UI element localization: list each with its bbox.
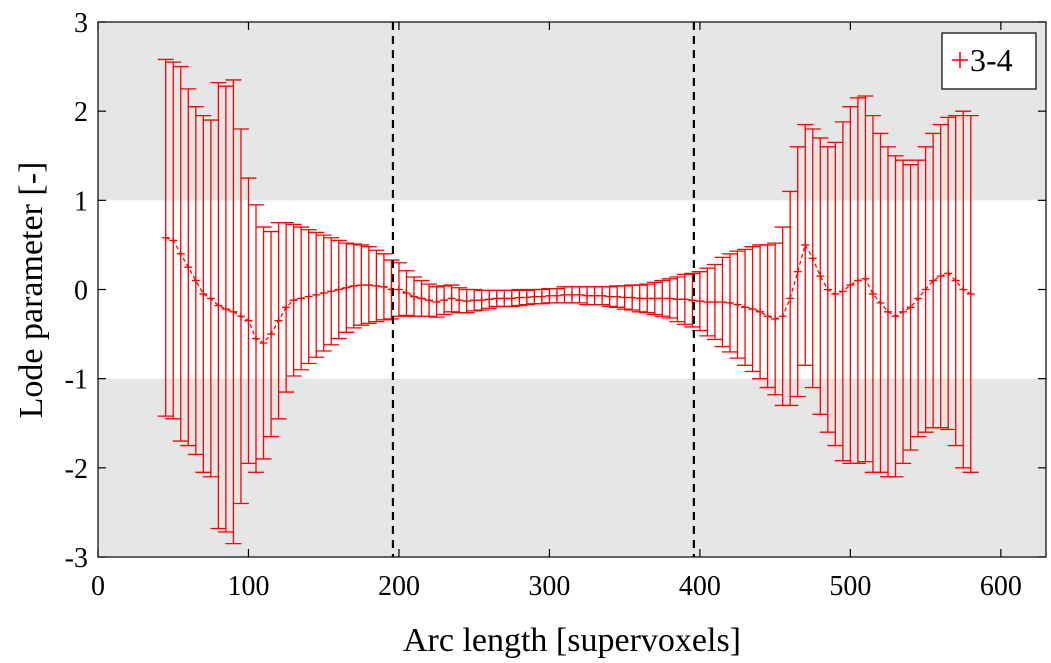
x-tick-label: 500 <box>829 571 871 602</box>
y-tick-label: -2 <box>65 454 88 485</box>
data-point-marker <box>793 267 802 276</box>
data-point-marker <box>951 276 960 285</box>
shaded-band-1 <box>98 378 1046 557</box>
data-point-marker <box>884 307 892 316</box>
data-point-marker <box>756 307 765 316</box>
data-point-marker <box>936 272 945 281</box>
data-point-marker <box>929 276 938 285</box>
x-tick-label: 600 <box>980 571 1022 602</box>
x-tick-label: 0 <box>91 571 105 602</box>
data-point-marker <box>402 289 411 298</box>
data-point-marker <box>229 307 238 316</box>
y-tick-label: 0 <box>74 276 88 307</box>
data-point-marker <box>868 289 877 298</box>
shaded-band-0 <box>98 22 1046 201</box>
y-tick-label: 2 <box>74 97 88 128</box>
boundary-lines <box>391 22 695 557</box>
data-point-marker <box>846 281 855 290</box>
y-axis-title: Lode parameter [-] <box>13 162 50 419</box>
y-tick-label: 3 <box>74 8 88 39</box>
data-point-marker <box>214 301 223 310</box>
y-tick-label: -1 <box>65 365 88 396</box>
data-point-marker <box>906 303 915 312</box>
series-3-4 <box>157 58 979 545</box>
axis-ticks: 0 100 200 300 400 500 600 -3 -2 -1 0 1 2 3 <box>65 8 1046 602</box>
data-point-marker <box>221 305 230 314</box>
data-point-marker <box>763 312 772 321</box>
legend-box <box>941 32 1037 90</box>
legend-marker <box>952 52 968 68</box>
data-point-marker <box>816 272 825 281</box>
y-tick-label: -3 <box>65 543 88 574</box>
data-point-marker <box>199 289 208 298</box>
x-tick-label: 200 <box>378 571 420 602</box>
legend: 3-4 <box>941 32 1037 90</box>
x-axis-title: Arc length [supervoxels] <box>403 622 741 659</box>
x-tick-label: 400 <box>679 571 721 602</box>
legend-label: 3-4 <box>970 42 1013 78</box>
series-line <box>165 237 972 344</box>
x-tick-label: 300 <box>528 571 570 602</box>
data-point-marker <box>191 276 200 285</box>
plot-area <box>97 21 1047 558</box>
y-tick-label: 1 <box>74 186 88 217</box>
x-tick-label: 100 <box>227 571 269 602</box>
data-point-marker <box>801 240 810 249</box>
